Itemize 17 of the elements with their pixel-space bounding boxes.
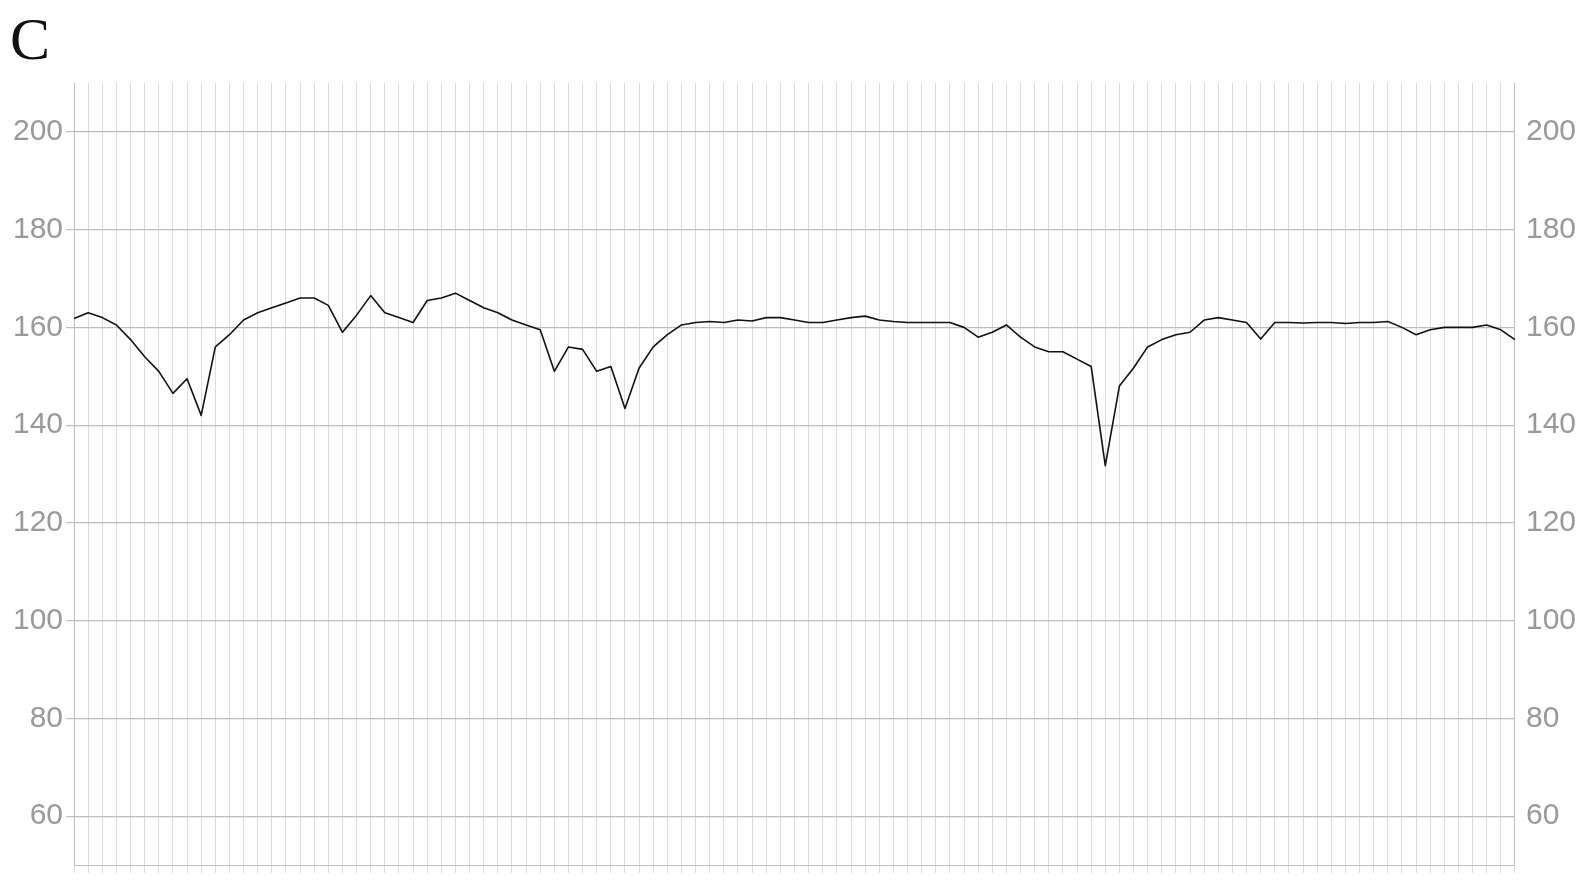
y2-tick-label: 120: [1525, 504, 1577, 538]
y-tick-label: 180: [12, 210, 64, 244]
y2-tick-label: 100: [1525, 601, 1577, 635]
y-tick-label: 120: [12, 504, 64, 538]
y2-tick-label: 180: [1525, 210, 1577, 244]
y2-tick-label: 200: [1525, 113, 1577, 147]
y2-tick-label: 60: [1525, 797, 1560, 831]
y2-tick-label: 80: [1525, 699, 1560, 733]
y-tick-label: 140: [12, 406, 64, 440]
y-tick-label: 160: [12, 308, 64, 342]
y-tick-label: 200: [12, 113, 64, 147]
chart-title: C: [10, 5, 51, 72]
y-tick-label: 100: [12, 601, 64, 635]
y2-tick-label: 140: [1525, 406, 1577, 440]
y-tick-label: 60: [29, 797, 64, 831]
y2-tick-label: 160: [1525, 308, 1577, 342]
y-tick-label: 80: [29, 699, 64, 733]
